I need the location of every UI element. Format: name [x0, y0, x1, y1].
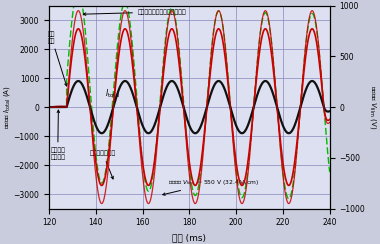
Text: $I_\mathrm{total}$: $I_\mathrm{total}$ — [105, 88, 121, 100]
Text: 薄膜電圧 $V_\mathrm{film}$ = 550 V (32.4 V/cm): 薄膜電圧 $V_\mathrm{film}$ = 550 V (32.4 V/c… — [163, 178, 260, 195]
Y-axis label: 薄膜電圧 $V_\mathrm{film}$ (V): 薄膜電圧 $V_\mathrm{film}$ (V) — [368, 85, 378, 129]
Text: 短絡
事故: 短絡 事故 — [48, 31, 67, 86]
Text: 限流された電流: 限流された電流 — [90, 151, 116, 179]
Text: 通常時は
抵抗ゼロ: 通常時は 抵抗ゼロ — [50, 110, 65, 160]
Text: 限流器がない場合の事故電流: 限流器がない場合の事故電流 — [83, 9, 187, 15]
Y-axis label: 繰子電流 $I_\mathrm{total}$ (A): 繰子電流 $I_\mathrm{total}$ (A) — [2, 85, 12, 129]
X-axis label: 時間 (ms): 時間 (ms) — [173, 233, 206, 242]
